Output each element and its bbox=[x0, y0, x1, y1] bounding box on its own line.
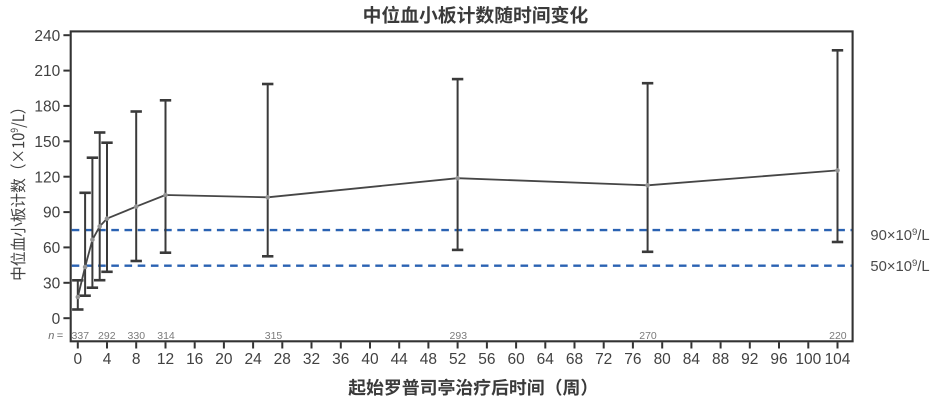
svg-text:40: 40 bbox=[361, 351, 379, 368]
svg-text:270: 270 bbox=[639, 330, 657, 342]
svg-text:64: 64 bbox=[537, 351, 555, 368]
svg-text:180: 180 bbox=[34, 99, 60, 116]
svg-text:88: 88 bbox=[712, 351, 729, 368]
svg-text:44: 44 bbox=[391, 351, 409, 368]
svg-text:292: 292 bbox=[98, 330, 116, 342]
svg-text:330: 330 bbox=[128, 330, 146, 342]
svg-text:90: 90 bbox=[43, 205, 61, 222]
svg-text:0: 0 bbox=[73, 351, 82, 368]
svg-text:150: 150 bbox=[34, 134, 60, 151]
svg-text:315: 315 bbox=[265, 330, 283, 342]
svg-text:12: 12 bbox=[157, 351, 174, 368]
svg-text:314: 314 bbox=[157, 330, 175, 342]
svg-text:0: 0 bbox=[52, 311, 61, 328]
svg-text:4: 4 bbox=[103, 351, 112, 368]
svg-text:96: 96 bbox=[770, 351, 787, 368]
svg-text:20: 20 bbox=[215, 351, 233, 368]
svg-text:48: 48 bbox=[420, 351, 437, 368]
svg-text:210: 210 bbox=[34, 63, 60, 80]
svg-text:60: 60 bbox=[43, 240, 61, 257]
svg-text:80: 80 bbox=[654, 351, 672, 368]
svg-text:50×109/L: 50×109/L bbox=[870, 258, 929, 275]
svg-text:24: 24 bbox=[244, 351, 262, 368]
svg-text:68: 68 bbox=[566, 351, 583, 368]
svg-text:8: 8 bbox=[132, 351, 141, 368]
svg-text:90×109/L: 90×109/L bbox=[870, 227, 929, 244]
svg-text:84: 84 bbox=[683, 351, 701, 368]
svg-text:120: 120 bbox=[34, 169, 60, 186]
svg-text:240: 240 bbox=[34, 28, 60, 45]
svg-text:293: 293 bbox=[450, 330, 468, 342]
svg-text:72: 72 bbox=[595, 351, 612, 368]
svg-text:92: 92 bbox=[741, 351, 758, 368]
svg-text:76: 76 bbox=[624, 351, 641, 368]
svg-text:104: 104 bbox=[825, 351, 851, 368]
svg-text:60: 60 bbox=[507, 351, 525, 368]
svg-text:28: 28 bbox=[274, 351, 291, 368]
svg-text:52: 52 bbox=[449, 351, 466, 368]
svg-text:220: 220 bbox=[829, 330, 847, 342]
svg-text:30: 30 bbox=[43, 275, 61, 292]
svg-text:56: 56 bbox=[478, 351, 495, 368]
svg-text:36: 36 bbox=[332, 351, 349, 368]
svg-text:n =: n = bbox=[48, 330, 63, 342]
svg-text:32: 32 bbox=[303, 351, 320, 368]
svg-text:16: 16 bbox=[186, 351, 203, 368]
svg-text:100: 100 bbox=[795, 351, 821, 368]
svg-text:337: 337 bbox=[72, 330, 90, 342]
